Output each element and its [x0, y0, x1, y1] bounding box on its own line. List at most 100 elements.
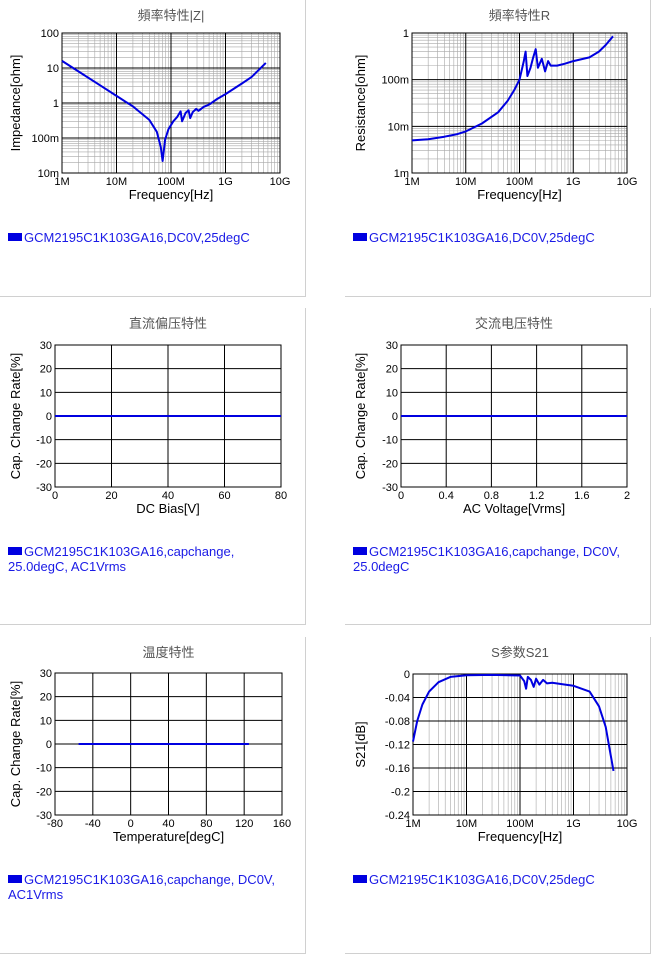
y-tick-label: 1: [403, 28, 409, 40]
legend-swatch: [8, 875, 22, 883]
legend-text: GCM2195C1K103GA16,DC0V,25degC: [24, 230, 250, 245]
legend-text: GCM2195C1K103GA16,capchange, DC0V,: [369, 544, 621, 559]
y-tick-label: 1: [53, 98, 59, 110]
x-tick-label: 80: [275, 490, 287, 502]
x-tick-label: -80: [47, 818, 63, 830]
y-tick-label: -0.08: [385, 716, 410, 728]
y-tick-label: -0.24: [385, 810, 410, 822]
x-tick-label: -40: [85, 818, 101, 830]
y-tick-label: 100m: [381, 75, 409, 87]
plot-frame: [411, 32, 628, 174]
legend-swatch: [353, 233, 367, 241]
y-tick-label: -30: [36, 482, 52, 494]
y-axis-label: Impedance[ohm]: [8, 55, 23, 152]
plot-frame: [61, 32, 281, 174]
x-tick-label: 100M: [506, 818, 534, 830]
plot-frame: [54, 672, 283, 816]
x-tick-label: 10G: [617, 818, 638, 830]
chart-panel-dc-bias: 直流偏压特性 0 20 40 60 80 30 20 10 0 -10 -20 -30 DC Bias[V…: [0, 308, 306, 625]
x-tick-label: 10M: [456, 818, 477, 830]
resistance-chart: 頻率特性R 1M 10M 100M 1G 10G 1 100m 10m 1m Frequency[H…: [353, 8, 637, 202]
x-tick-label: 0: [52, 490, 58, 502]
y-tick-label: 100m: [31, 133, 59, 145]
y-tick-label: -10: [36, 435, 52, 447]
x-tick-label: 100M: [506, 176, 534, 188]
legend-resistance: GCM2195C1K103GA16,DC0V,25degC: [353, 230, 649, 245]
x-tick-label: 0.4: [439, 490, 454, 502]
chart-title: 直流偏压特性: [129, 316, 207, 331]
legend-swatch: [353, 875, 367, 883]
x-tick-label: 120: [235, 818, 253, 830]
legend-impedance: GCM2195C1K103GA16,DC0V,25degC: [8, 230, 304, 245]
ac-voltage-chart: 交流电压特性 0 0.4 0.8 1.2 1.6 2 30 20 10 0 -10 -20 -30 AC V…: [353, 316, 630, 516]
y-tick-label: 0: [404, 669, 410, 681]
y-tick-label: 10: [40, 387, 52, 399]
x-axis-label: DC Bias[V]: [136, 501, 200, 516]
x-tick-label: 10G: [270, 176, 291, 188]
temperature-chart: 温度特性 -80 -40 0 40 80 120 160 30 20 10 0 -10 -20 -30 Tem…: [8, 645, 291, 844]
y-tick-label: 1m: [394, 168, 409, 180]
y-tick-label: 20: [40, 364, 52, 376]
legend-swatch: [8, 547, 22, 555]
y-tick-label: -0.12: [385, 740, 410, 752]
y-axis-label: Cap. Change Rate[%]: [353, 353, 368, 479]
x-tick-label: 1M: [404, 176, 419, 188]
x-tick-label: 10M: [455, 176, 476, 188]
chart-title: 頻率特性|Z|: [138, 8, 205, 23]
legend-swatch: [353, 547, 367, 555]
y-tick-label: 0: [46, 739, 52, 751]
y-tick-label: 20: [386, 364, 398, 376]
y-tick-label: -0.2: [391, 787, 410, 799]
series-line: [61, 60, 267, 162]
y-tick-label: 30: [40, 668, 52, 680]
legend-s21: GCM2195C1K103GA16,DC0V,25degC: [353, 872, 649, 887]
plot-frame: [412, 673, 628, 816]
x-tick-label: 0: [398, 490, 404, 502]
series-line: [411, 35, 614, 142]
x-tick-label: 80: [200, 818, 212, 830]
y-tick-label: -10: [382, 435, 398, 447]
y-tick-label: 30: [386, 340, 398, 352]
x-tick-label: 0: [128, 818, 134, 830]
y-tick-label: 10: [40, 715, 52, 727]
y-tick-label: -20: [36, 786, 52, 798]
y-tick-label: -0.04: [385, 693, 410, 705]
legend-text-2: 25.0degC: [353, 559, 410, 574]
y-tick-label: 10m: [38, 168, 59, 180]
y-tick-label: 100: [41, 28, 59, 40]
x-tick-label: 40: [162, 818, 174, 830]
x-tick-label: 2: [624, 490, 630, 502]
chart-panel-impedance: 頻率特性|Z| 1M 10M 100M 1G 10G 100 10 1 100m 10m Freque…: [0, 0, 306, 297]
y-tick-label: -20: [382, 458, 398, 470]
dc-bias-chart: 直流偏压特性 0 20 40 60 80 30 20 10 0 -10 -20 -30 DC Bias[V…: [8, 316, 287, 516]
legend-text-2: 25.0degC, AC1Vrms: [8, 559, 127, 574]
chart-title: S参数S21: [491, 645, 549, 660]
legend-text-2: AC1Vrms: [8, 887, 64, 902]
y-axis-label: S21[dB]: [353, 721, 368, 767]
x-tick-label: 60: [218, 490, 230, 502]
impedance-chart: 頻率特性|Z| 1M 10M 100M 1G 10G 100 10 1 100m 10m Freque…: [8, 8, 291, 202]
chart-panel-s21: S参数S21 1M 10M 100M 1G 10G 0 -0.04 -0.08 -0.12 -0.1…: [345, 637, 651, 954]
x-tick-label: 20: [105, 490, 117, 502]
x-axis-label: Frequency[Hz]: [478, 829, 563, 844]
y-tick-label: 10: [47, 63, 59, 75]
legend-ac-voltage: GCM2195C1K103GA16,capchange, DC0V, 25.0d…: [353, 544, 649, 574]
legend-swatch: [8, 233, 22, 241]
x-axis-label: AC Voltage[Vrms]: [463, 501, 565, 516]
x-tick-label: 40: [162, 490, 174, 502]
x-tick-label: 1M: [54, 176, 69, 188]
x-axis-label: Frequency[Hz]: [129, 187, 214, 202]
x-tick-label: 1G: [566, 818, 581, 830]
chart-panel-temperature: 温度特性 -80 -40 0 40 80 120 160 30 20 10 0 -10 -20 -30 Tem…: [0, 637, 306, 954]
y-tick-label: 20: [40, 692, 52, 704]
y-tick-label: -30: [36, 810, 52, 822]
x-tick-label: 0.8: [484, 490, 499, 502]
x-tick-label: 100M: [157, 176, 185, 188]
legend-text: GCM2195C1K103GA16,DC0V,25degC: [369, 872, 595, 887]
chart-panel-ac-voltage: 交流电压特性 0 0.4 0.8 1.2 1.6 2 30 20 10 0 -10 -20 -30 AC V…: [345, 308, 651, 625]
x-tick-label: 1G: [566, 176, 581, 188]
legend-text: GCM2195C1K103GA16,capchange,: [24, 544, 235, 559]
s21-chart: S参数S21 1M 10M 100M 1G 10G 0 -0.04 -0.08 -0.12 -0.1…: [353, 645, 638, 844]
y-tick-label: -0.16: [385, 763, 410, 775]
y-tick-label: 10m: [388, 121, 409, 133]
